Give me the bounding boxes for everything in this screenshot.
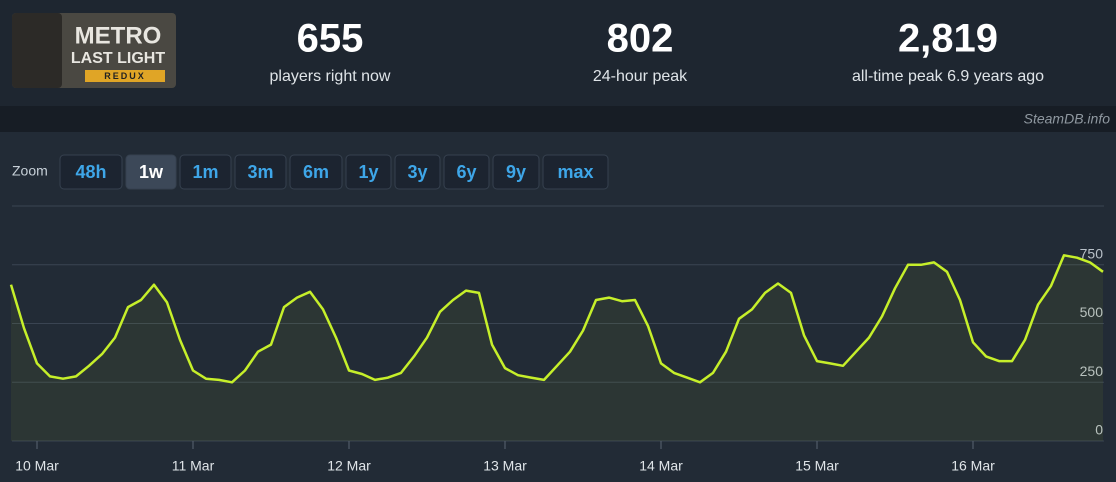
zoom-button-label[interactable]: 3m — [247, 162, 273, 182]
x-tick-label: 13 Mar — [483, 458, 527, 474]
stat-value: 2,819 — [898, 17, 998, 61]
stat-label: players right now — [270, 68, 391, 85]
x-tick-label: 10 Mar — [15, 458, 59, 474]
x-tick-label: 16 Mar — [951, 458, 995, 474]
x-tick-label: 14 Mar — [639, 458, 683, 474]
logo-band — [85, 70, 165, 82]
zoom-button-label[interactable]: max — [557, 162, 593, 182]
logo-subtitle: LAST LIGHT — [71, 50, 165, 67]
line-area — [11, 255, 1103, 441]
zoom-button[interactable] — [492, 154, 540, 190]
stat-label: 24-hour peak — [593, 68, 688, 85]
stat-value: 802 — [607, 17, 674, 61]
y-tick-label: 0 — [1095, 422, 1103, 438]
zoom-button[interactable] — [394, 154, 441, 190]
logo-figure — [12, 13, 62, 88]
zoom-button[interactable] — [289, 154, 343, 190]
stat-label: all-time peak 6.9 years ago — [852, 68, 1044, 85]
zoom-button-label[interactable]: 1m — [192, 162, 218, 182]
zoom-button[interactable] — [125, 154, 177, 190]
line — [9, 254, 1104, 384]
watermark: SteamDB.info — [1024, 111, 1111, 127]
y-tick-label: 750 — [1080, 245, 1104, 261]
zoom-button-label[interactable]: 48h — [75, 162, 106, 182]
y-tick-label: 250 — [1080, 363, 1104, 379]
watermark-band — [0, 106, 1116, 132]
zoom-button-label[interactable]: 1w — [139, 162, 164, 182]
logo-edition: REDUX — [104, 71, 146, 81]
x-tick-label: 15 Mar — [795, 458, 839, 474]
zoom-button[interactable] — [345, 154, 392, 190]
zoom-button-label[interactable]: 6y — [456, 162, 476, 182]
zoom-button[interactable] — [443, 154, 490, 190]
zoom-button-label[interactable]: 1y — [358, 162, 378, 182]
zoom-button[interactable] — [234, 154, 287, 190]
zoom-button-label[interactable]: 9y — [506, 162, 526, 182]
x-tick-label: 12 Mar — [327, 458, 371, 474]
zoom-button[interactable] — [542, 154, 609, 190]
y-tick-label: 500 — [1080, 304, 1104, 320]
zoom-label: Zoom — [12, 163, 48, 179]
stat-value: 655 — [297, 17, 364, 61]
x-tick-label: 11 Mar — [172, 458, 215, 474]
zoom-button[interactable] — [59, 154, 123, 190]
zoom-button-label[interactable]: 3y — [407, 162, 427, 182]
zoom-button[interactable] — [179, 154, 232, 190]
header — [0, 0, 1116, 106]
zoom-button-label[interactable]: 6m — [303, 162, 329, 182]
logo-title: METRO — [75, 22, 162, 49]
